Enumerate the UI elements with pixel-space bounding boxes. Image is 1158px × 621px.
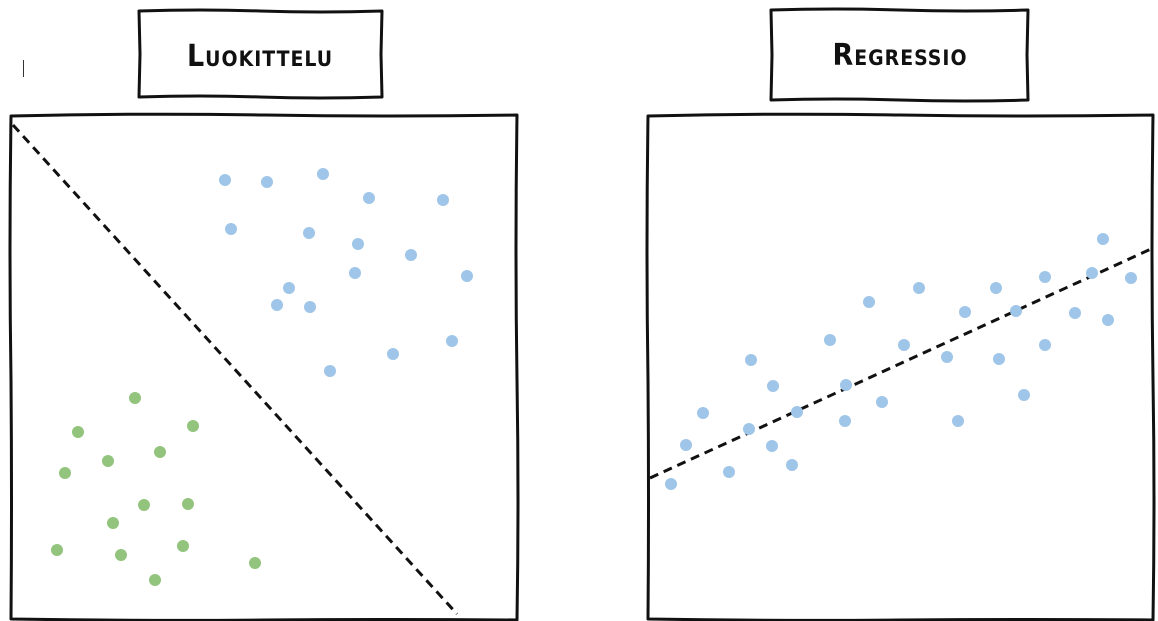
classification-title: Luokittelu [187,39,333,74]
class-b-point [129,392,141,404]
class-a-point [446,335,458,347]
regression-point [1010,305,1022,317]
class-b-point [115,549,127,561]
regression-frame [645,112,1156,621]
decision-boundary [11,123,459,616]
regression-points [665,233,1137,490]
regression-panel: Regressio [645,7,1156,621]
classification-title-frame [137,8,384,100]
class-a-point [219,174,231,186]
regression-point [697,407,709,419]
class-a-point [304,301,316,313]
regression-point [840,379,852,391]
regression-point [1018,389,1030,401]
regression-point [1097,233,1109,245]
regression-point [898,339,910,351]
regression-point [913,282,925,294]
class-a-point [352,238,364,250]
class-a-point [363,192,375,204]
class-b-point [102,455,114,467]
regression-point [952,415,964,427]
regression-point [1102,314,1114,326]
regression-point [876,396,888,408]
regression-point [665,478,677,490]
class-a-point [271,299,283,311]
class-b-point [177,540,189,552]
regression-point [745,354,757,366]
classification-frame [8,112,520,621]
regression-point [863,296,875,308]
regression-point [723,466,735,478]
classification-title-box: Luokittelu [137,8,384,100]
regression-point [1069,307,1081,319]
class-a-point [261,176,273,188]
class-a-point [303,227,315,239]
class-b-point [51,544,63,556]
regression-point [990,282,1002,294]
class-a-point [437,194,449,206]
class-b-point [182,498,194,510]
class-a-points [219,168,473,377]
regression-point [1039,339,1051,351]
regression-title-box: Regressio [769,7,1030,103]
class-b-point [154,446,166,458]
class-a-point [324,365,336,377]
class-b-point [187,420,199,432]
class-b-point [249,557,261,569]
regression-title-frame [769,7,1030,103]
class-a-point [283,282,295,294]
regression-point [1039,271,1051,283]
regression-point [1086,267,1098,279]
class-b-point [72,426,84,438]
regression-point [766,440,778,452]
class-b-point [138,499,150,511]
regression-line [649,247,1152,480]
class-b-point [59,467,71,479]
class-a-point [317,168,329,180]
regression-point [767,380,779,392]
regression-point [993,353,1005,365]
class-b-points [51,392,261,586]
classification-panel: Luokittelu [8,8,520,621]
class-a-point [349,267,361,279]
regression-point [743,423,755,435]
class-b-point [107,517,119,529]
regression-point [839,415,851,427]
regression-title: Regressio [832,38,967,73]
class-a-point [225,223,237,235]
class-a-point [461,270,473,282]
regression-point [791,406,803,418]
regression-point [680,439,692,451]
class-a-point [405,249,417,261]
regression-point [1125,272,1137,284]
class-b-point [149,574,161,586]
regression-point [941,351,953,363]
text-cursor [23,60,24,77]
regression-point [824,334,836,346]
regression-point [786,459,798,471]
regression-point [959,306,971,318]
class-a-point [387,348,399,360]
